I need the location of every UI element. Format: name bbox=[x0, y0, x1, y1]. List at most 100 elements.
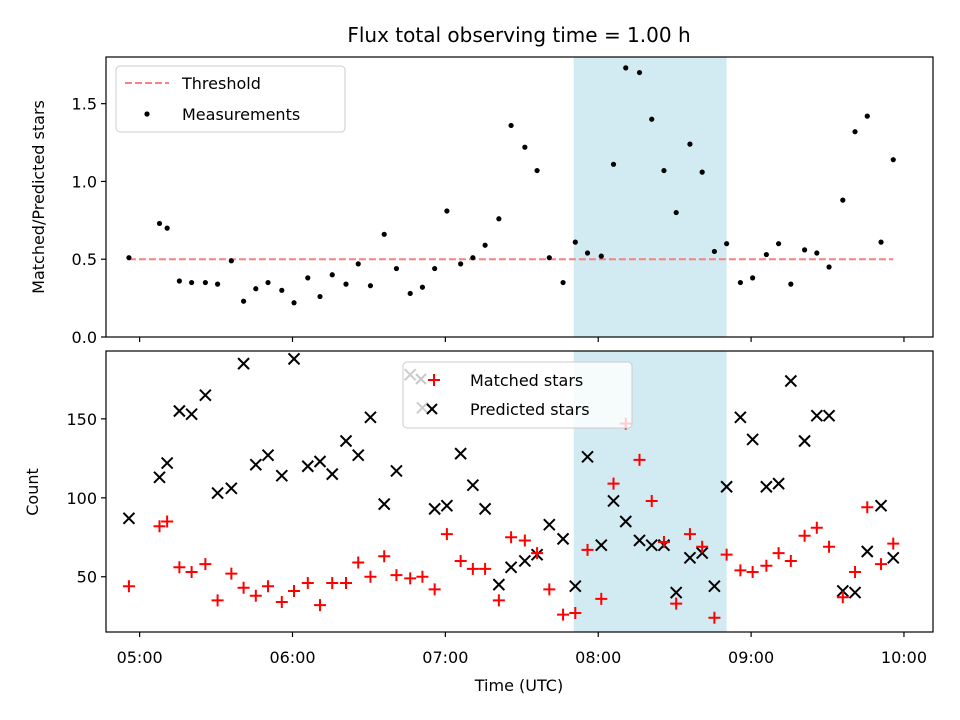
matched-star-point bbox=[760, 559, 773, 572]
matched-star-point bbox=[199, 558, 212, 571]
matched-star-point bbox=[683, 528, 696, 541]
matched-star-point bbox=[836, 591, 849, 604]
measurement-point bbox=[534, 167, 540, 174]
bottom-y-tick-label: 100 bbox=[66, 489, 97, 508]
matched-star-point bbox=[237, 581, 250, 594]
matched-star-point bbox=[823, 540, 836, 553]
predicted-star-point bbox=[364, 411, 377, 424]
measurement-point bbox=[176, 278, 182, 284]
predicted-star-point bbox=[887, 551, 900, 565]
chart-title: Flux total observing time = 1.00 h bbox=[347, 23, 690, 47]
predicted-star-point bbox=[173, 404, 186, 418]
predicted-star-point bbox=[543, 518, 556, 531]
bottom-x-tick-label: 06:00 bbox=[269, 648, 315, 667]
matched-star-point bbox=[390, 569, 403, 582]
measurement-point bbox=[610, 161, 617, 167]
matched-star-point bbox=[810, 521, 823, 534]
predicted-star-point bbox=[734, 411, 747, 424]
matched-star-point bbox=[275, 596, 288, 609]
matched-star-point bbox=[314, 599, 327, 612]
matched-star-point bbox=[466, 562, 479, 575]
matched-star-point bbox=[479, 562, 492, 575]
matched-star-point bbox=[161, 515, 174, 528]
bottom-x-tick-label: 08:00 bbox=[575, 648, 621, 667]
matched-star-point bbox=[734, 564, 747, 577]
matched-star-point bbox=[185, 566, 198, 579]
predicted-star-point bbox=[504, 561, 518, 574]
predicted-star-point bbox=[746, 433, 759, 446]
predicted-star-point bbox=[326, 467, 339, 481]
measurement-point bbox=[776, 241, 782, 247]
predicted-star-point bbox=[861, 545, 874, 558]
matched-star-point bbox=[122, 580, 135, 593]
matched-star-point bbox=[708, 611, 721, 624]
bottom-y-ticks: 50 100 150 bbox=[66, 410, 106, 587]
matched-star-point bbox=[153, 520, 166, 533]
predicted-star-point bbox=[122, 512, 136, 525]
predicted-star-point bbox=[301, 460, 314, 473]
predicted-star-point bbox=[669, 586, 683, 599]
measurement-point bbox=[202, 279, 208, 286]
predicted-star-point bbox=[798, 434, 811, 448]
measurement-point bbox=[482, 242, 488, 248]
matched-stars-legend-swatch bbox=[415, 373, 440, 386]
measurement-point bbox=[687, 141, 693, 147]
predicted-star-point bbox=[428, 502, 441, 516]
measurement-point bbox=[840, 197, 846, 203]
matched-star-point bbox=[657, 536, 670, 549]
matched-star-point bbox=[849, 566, 862, 579]
matched-star-point bbox=[746, 566, 759, 579]
bottom-x-ticks: 05:00 06:00 07:00 08:00 09:00 10:00 bbox=[117, 632, 927, 667]
matched-star-point bbox=[249, 589, 262, 602]
predicted-star-point bbox=[390, 464, 403, 478]
matched-star-point bbox=[440, 528, 453, 541]
measurement-point bbox=[228, 258, 234, 264]
measurement-point bbox=[890, 157, 896, 163]
measurements-legend-label: Measurements bbox=[182, 105, 300, 124]
matched-star-point bbox=[861, 501, 874, 514]
matched-star-point bbox=[670, 597, 683, 610]
predicted-star-point bbox=[518, 554, 532, 568]
matched-star-point bbox=[173, 561, 186, 574]
matched-star-point bbox=[454, 554, 467, 567]
predicted-star-point bbox=[352, 448, 365, 462]
top-y-axis-label: Matched/Predicted stars bbox=[29, 100, 48, 294]
matched-star-point bbox=[225, 567, 238, 580]
bottom-y-axis-label: Count bbox=[23, 468, 42, 516]
predicted-star-point bbox=[569, 580, 582, 593]
measurement-point bbox=[367, 283, 374, 289]
measurement-point bbox=[291, 300, 297, 306]
measurement-point bbox=[699, 169, 705, 175]
predicted-star-point bbox=[822, 409, 836, 422]
measurement-point bbox=[750, 275, 756, 281]
measurement-point bbox=[814, 250, 820, 256]
top-x-ticks bbox=[139, 337, 905, 342]
top-plot-area bbox=[126, 65, 896, 306]
predicted-star-point bbox=[683, 551, 697, 565]
predicted-star-point bbox=[185, 407, 198, 421]
predicted-stars-legend-swatch bbox=[426, 403, 438, 415]
predicted-star-point bbox=[492, 578, 506, 591]
measurement-point bbox=[407, 290, 413, 297]
predicted-star-point bbox=[695, 546, 709, 560]
predicted-star-point bbox=[784, 374, 798, 388]
matched-star-point bbox=[262, 580, 275, 593]
top-shaded-region bbox=[573, 57, 727, 337]
measurement-point bbox=[279, 287, 285, 293]
measurement-point bbox=[126, 255, 132, 261]
matched-star-point bbox=[543, 583, 556, 596]
bottom-x-tick-label: 10:00 bbox=[881, 648, 927, 667]
predicted-star-point bbox=[772, 477, 785, 490]
x-axis-label: Time (UTC) bbox=[474, 676, 563, 695]
matched-star-point bbox=[784, 554, 797, 567]
matched-star-point bbox=[378, 550, 391, 563]
matched-star-point bbox=[339, 577, 352, 590]
matched-star-point bbox=[581, 543, 594, 556]
measurement-point bbox=[649, 116, 655, 122]
matched-stars-legend-label: Matched stars bbox=[470, 371, 583, 390]
predicted-star-point bbox=[225, 482, 238, 495]
predicted-star-point bbox=[848, 586, 862, 599]
matched-star-point bbox=[404, 572, 417, 585]
matched-star-point bbox=[772, 547, 785, 560]
